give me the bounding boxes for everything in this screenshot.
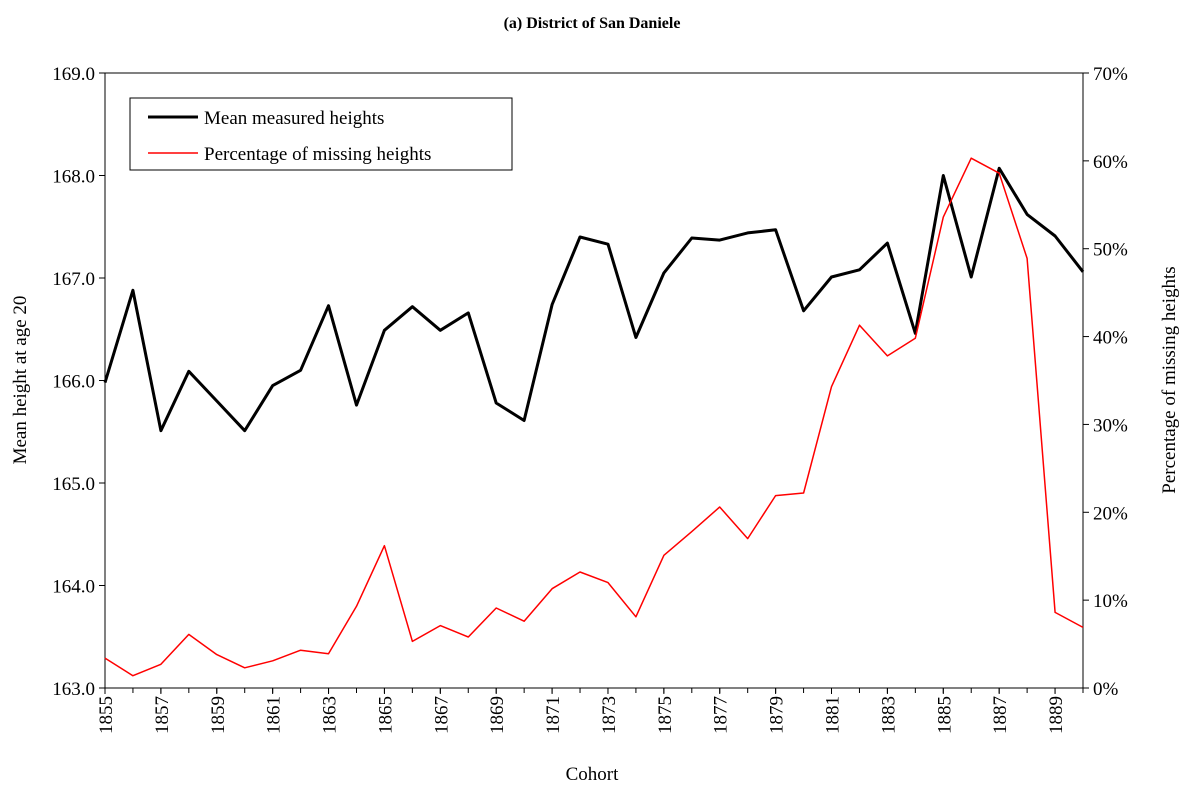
y-tick-label: 165.0: [52, 474, 95, 495]
y-axis-title: Mean height at age 20: [10, 296, 31, 465]
y2-axis-title: Percentage of missing heights: [1159, 266, 1180, 493]
x-tick-label: 1857: [152, 696, 173, 734]
x-tick-label: 1877: [711, 696, 732, 734]
y2-tick-label: 10%: [1093, 591, 1128, 612]
x-tick-label: 1863: [320, 696, 341, 734]
y-tick-label: 163.0: [52, 679, 95, 700]
y2-tick-label: 50%: [1093, 240, 1128, 261]
x-tick-label: 1869: [487, 696, 508, 734]
x-tick-label: 1875: [655, 696, 676, 734]
y-tick-label: 168.0: [52, 167, 95, 188]
data-line: [104, 157, 1084, 677]
x-tick-label: 1865: [375, 696, 396, 734]
y2-tick-label: 30%: [1093, 415, 1128, 436]
y2-tick-label: 60%: [1093, 152, 1128, 173]
legend-box: [129, 97, 513, 171]
x-axis-title: Cohort: [566, 764, 620, 785]
data-line: [103, 166, 1085, 433]
y-tick-label: 164.0: [52, 577, 95, 598]
x-tick-label: 1879: [767, 696, 788, 734]
x-tick-label: 1855: [96, 696, 117, 734]
x-tick-label: 1861: [264, 696, 285, 734]
x-tick-label: 1885: [934, 696, 955, 734]
y2-tick-label: 70%: [1093, 64, 1128, 85]
x-tick-label: 1887: [990, 696, 1011, 734]
x-tick-label: 1881: [823, 696, 844, 734]
legend-label: Percentage of missing heights: [204, 144, 431, 165]
y2-tick-label: 20%: [1093, 503, 1128, 524]
x-tick-label: 1871: [543, 696, 564, 734]
chart-title: (a) District of San Daniele: [504, 15, 681, 32]
y2-tick-label: 0%: [1093, 679, 1119, 700]
legend-label: Mean measured heights: [204, 108, 384, 129]
y2-tick-label: 40%: [1093, 328, 1128, 349]
y-tick-label: 169.0: [52, 64, 95, 85]
x-tick-label: 1859: [208, 696, 229, 734]
x-tick-label: 1873: [599, 696, 620, 734]
y-tick-label: 167.0: [52, 269, 95, 290]
y-tick-label: 166.0: [52, 372, 95, 393]
x-tick-label: 1889: [1046, 696, 1067, 734]
x-tick-label: 1867: [431, 696, 452, 734]
x-tick-label: 1883: [878, 696, 899, 734]
legend: Mean measured heights Percentage of missi…: [129, 97, 513, 171]
